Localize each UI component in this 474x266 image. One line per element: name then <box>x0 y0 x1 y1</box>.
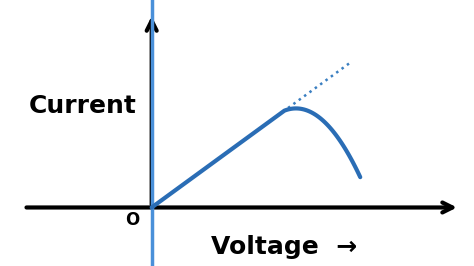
Text: Current: Current <box>29 94 137 118</box>
Text: O: O <box>126 211 140 230</box>
Text: Voltage  →: Voltage → <box>211 235 357 259</box>
